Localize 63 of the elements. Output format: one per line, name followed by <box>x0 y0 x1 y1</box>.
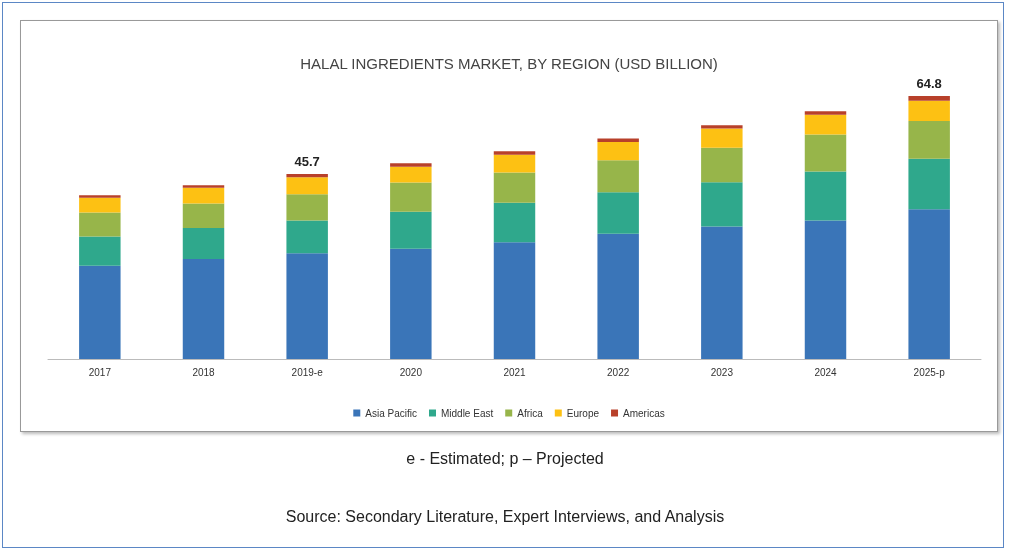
bar <box>493 202 536 243</box>
bar <box>908 158 950 210</box>
bar <box>79 195 121 198</box>
bar <box>701 226 743 359</box>
bar <box>286 220 328 254</box>
bar <box>597 142 639 161</box>
bar <box>908 100 950 121</box>
legend-label: Americas <box>623 407 665 419</box>
bar <box>804 134 847 172</box>
bar <box>286 177 328 195</box>
bar <box>182 185 225 188</box>
bar <box>908 120 950 159</box>
legend-label: Asia Pacific <box>365 407 417 419</box>
x-tick-label: 2022 <box>607 366 630 378</box>
bar <box>390 248 432 359</box>
bar <box>390 182 432 212</box>
bar <box>286 253 328 359</box>
bar <box>597 160 639 193</box>
bar <box>701 128 743 148</box>
x-tick-label: 2025-p <box>913 366 946 378</box>
text: e - Estimated; p – Projected <box>405 450 605 468</box>
bar <box>701 182 743 227</box>
bar <box>79 265 121 359</box>
x-tick-label: 2017 <box>88 366 112 378</box>
chart-title: HALAL INGREDIENTS MARKET, BY REGION (USD BILLION) <box>300 55 718 72</box>
bar <box>804 220 847 359</box>
bar <box>493 154 536 173</box>
bar <box>701 147 743 183</box>
bar <box>182 259 225 359</box>
bar <box>79 212 121 237</box>
bar <box>182 187 225 204</box>
bar <box>390 163 432 167</box>
x-tick-label: 2024 <box>814 366 838 378</box>
bar <box>804 111 847 115</box>
x-tick-label: 2019-e <box>291 366 324 378</box>
bar <box>493 242 536 359</box>
bar <box>908 209 950 359</box>
legend-label: Europe <box>566 407 600 419</box>
bar <box>182 203 225 229</box>
bar <box>493 151 536 155</box>
bar <box>79 236 121 266</box>
x-tick-label: 2023 <box>710 366 734 378</box>
annotation: 45.7 <box>294 154 320 170</box>
bar <box>493 172 536 203</box>
legend-label: Africa <box>517 407 544 419</box>
bar <box>286 194 328 221</box>
x-tick-label: 2021 <box>503 366 527 378</box>
x-tick-label: 2020 <box>399 366 423 378</box>
bar <box>79 197 121 213</box>
bar <box>286 174 328 178</box>
annotation: 64.8 <box>916 76 942 91</box>
x-tick-label: 2018 <box>192 366 216 378</box>
bar <box>597 192 639 234</box>
bar <box>804 171 847 221</box>
bar <box>908 96 950 101</box>
legend-label: Middle East <box>440 407 494 419</box>
bar <box>182 228 225 260</box>
bar <box>597 233 639 359</box>
bar <box>804 114 847 135</box>
bar <box>701 125 743 129</box>
bar <box>390 166 432 183</box>
bar <box>390 211 432 249</box>
source-note: Source: Secondary Literature, Expert Interviews, and Analysis <box>284 508 726 526</box>
